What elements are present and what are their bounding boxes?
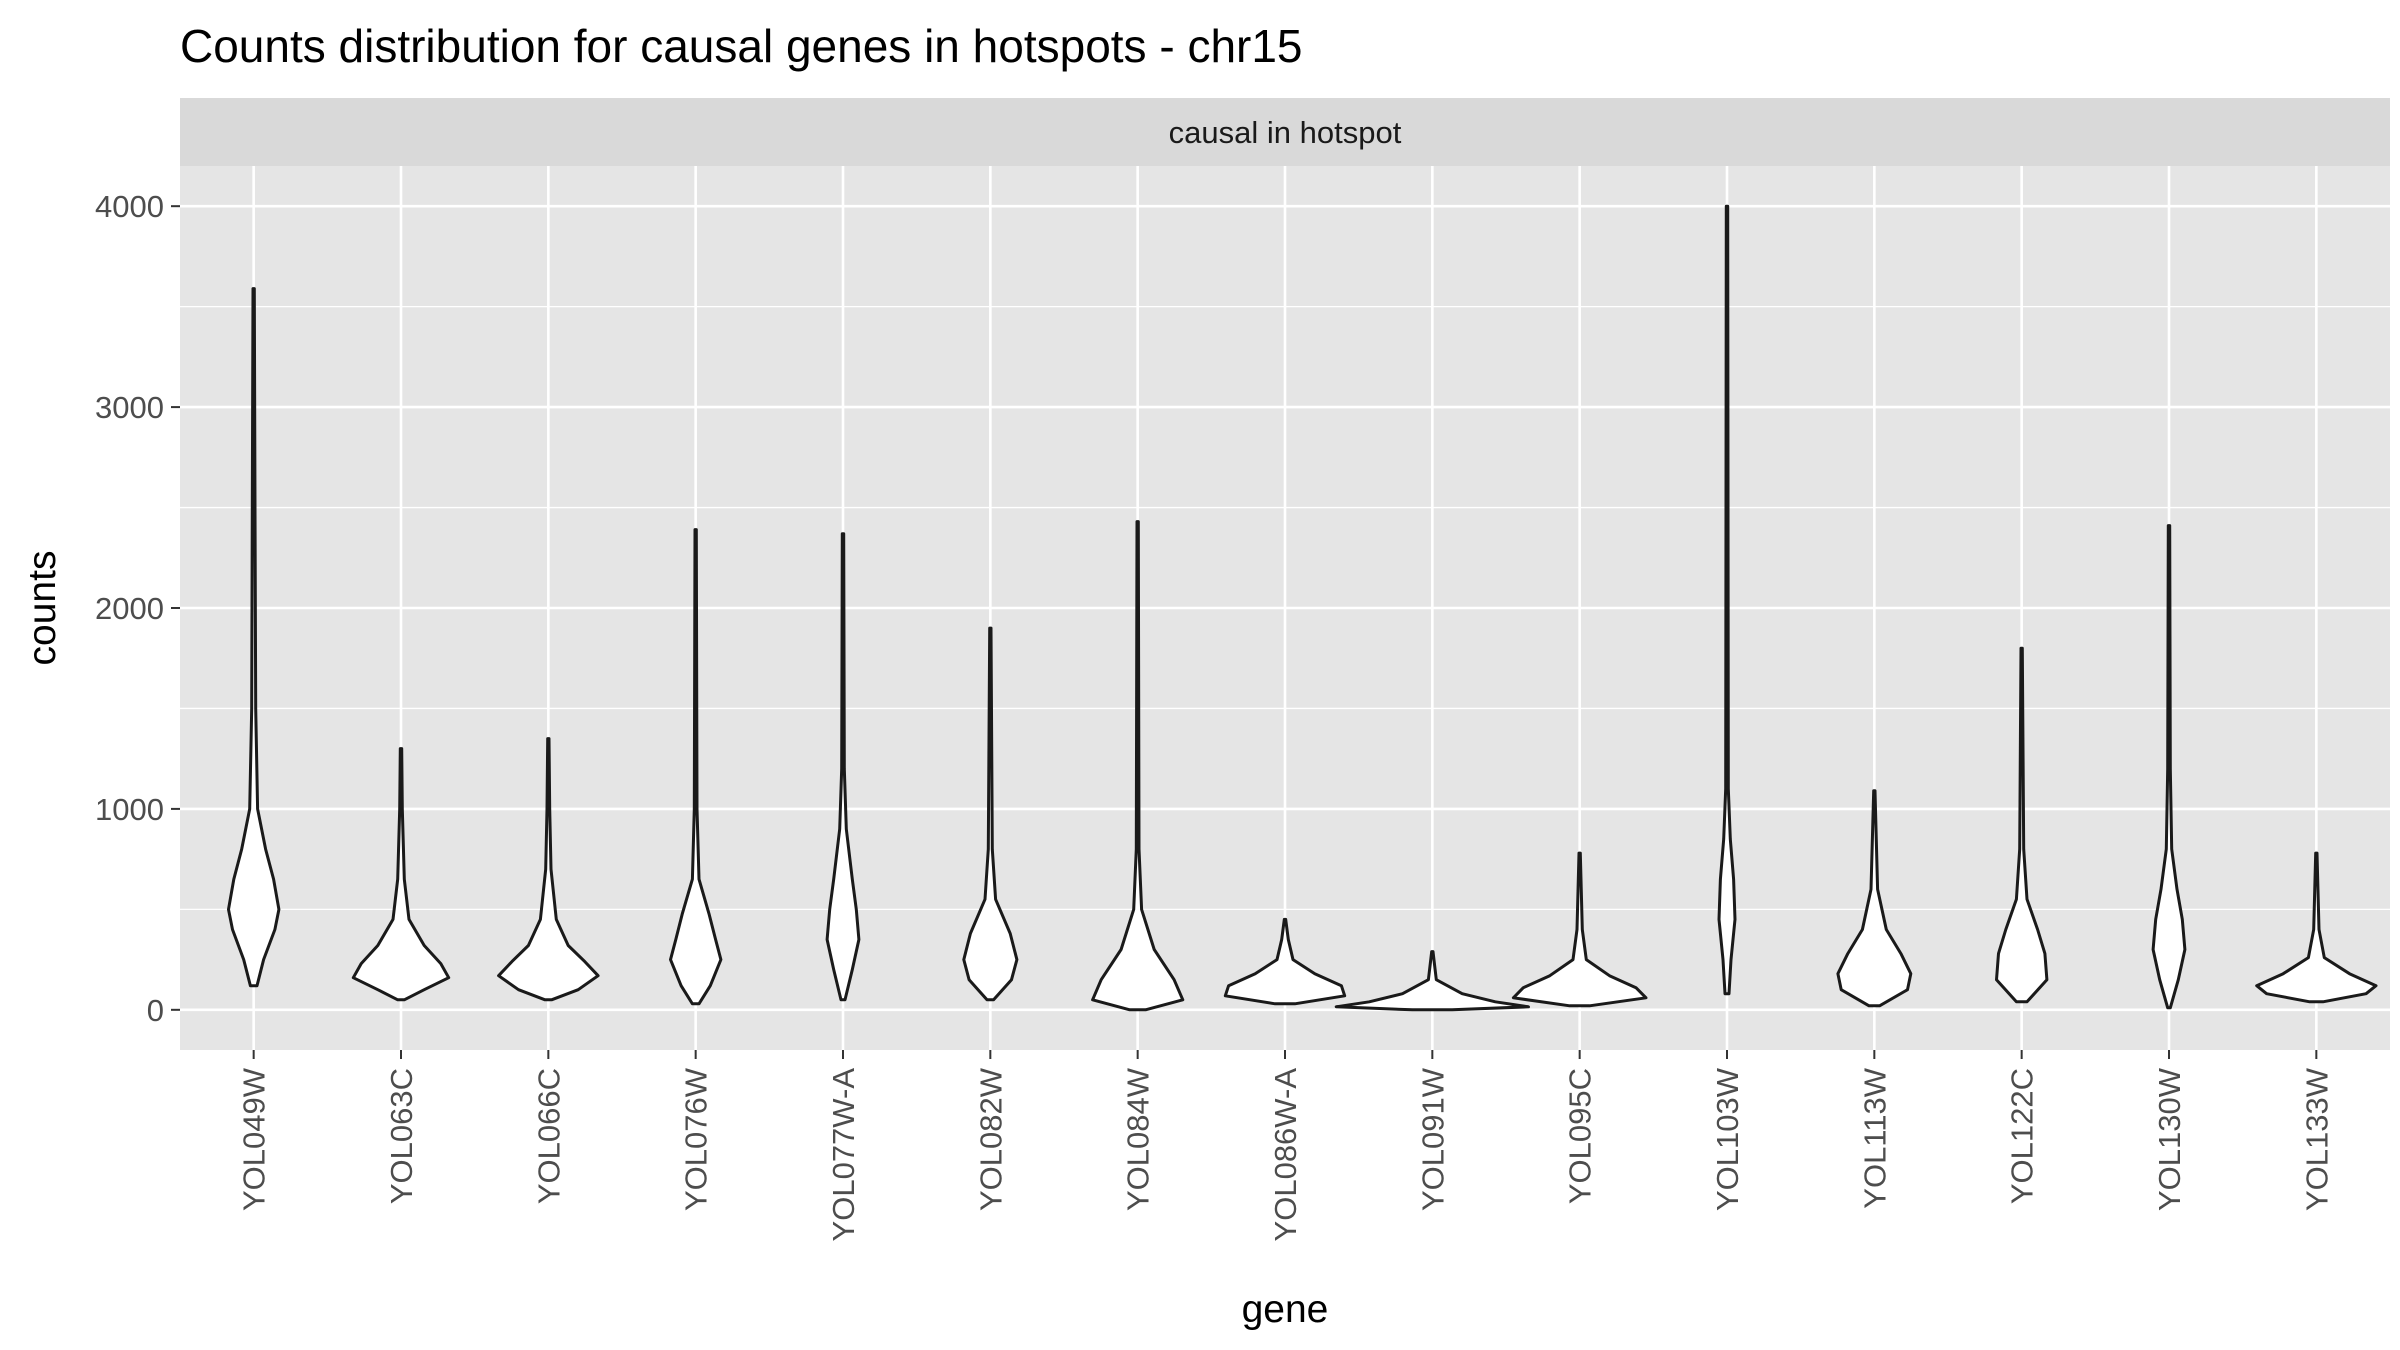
violin-yol082w (962, 626, 1019, 1002)
x-tick-label: YOL095C (1563, 1068, 1598, 1204)
chart-title: Counts distribution for causal genes in … (180, 20, 1303, 72)
x-tick-label: YOL049W (237, 1067, 272, 1211)
violins (227, 204, 2378, 1012)
y-tick-label: 1000 (95, 792, 164, 827)
violin-yol077w-a (825, 532, 861, 1002)
y-axis-title: counts (21, 551, 64, 666)
y-tick-label: 3000 (95, 390, 164, 425)
violin-yol049w (227, 287, 281, 988)
x-tick-label: YOL113W (1857, 1067, 1892, 1208)
violin-yol084w (1091, 520, 1185, 1012)
violin-yol063c (351, 747, 451, 1002)
x-tick-label: YOL133W (2299, 1067, 2334, 1211)
violin-yol095c (1511, 851, 1648, 1008)
x-tick-label: YOL103W (1710, 1067, 1745, 1211)
x-tick-label: YOL063C (384, 1068, 419, 1204)
violin-yol076w (669, 528, 723, 1006)
x-tick-label: YOL076W (679, 1067, 714, 1211)
x-tick-label: YOL077W-A (826, 1068, 861, 1242)
violin-yol103w (1717, 204, 1737, 996)
violin-yol130w (2151, 524, 2187, 1010)
x-tick-label: YOL066C (531, 1068, 566, 1204)
violin-yol113w (1836, 789, 1913, 1008)
x-axis-title: gene (1242, 1288, 1329, 1331)
x-tick-label: YOL084W (1121, 1067, 1156, 1211)
x-tick-label: YOL091W (1415, 1067, 1450, 1211)
x-tick-label: YOL122C (2005, 1068, 2040, 1204)
violin-yol122c (1995, 646, 2049, 1004)
x-tick-label: YOL130W (2152, 1067, 2187, 1211)
y-tick-label: 4000 (95, 189, 164, 224)
facet-strip (180, 98, 2390, 166)
x-tick-label: YOL082W (973, 1067, 1008, 1211)
violin-yol066c (497, 737, 600, 1002)
violin-yol091w (1334, 950, 1530, 1012)
violin-yol133w (2255, 851, 2378, 1004)
facet-strip-label: causal in hotspot (1169, 115, 1402, 150)
x-tick-label: YOL086W-A (1268, 1068, 1303, 1242)
y-tick-label: 2000 (95, 591, 164, 626)
violin-yol086w-a (1223, 917, 1347, 1006)
axes: 0 1000 2000 3000 4000 YOL049W YOL063C YOL066C YO… (95, 189, 2334, 1241)
y-tick-label: 0 (147, 993, 164, 1028)
